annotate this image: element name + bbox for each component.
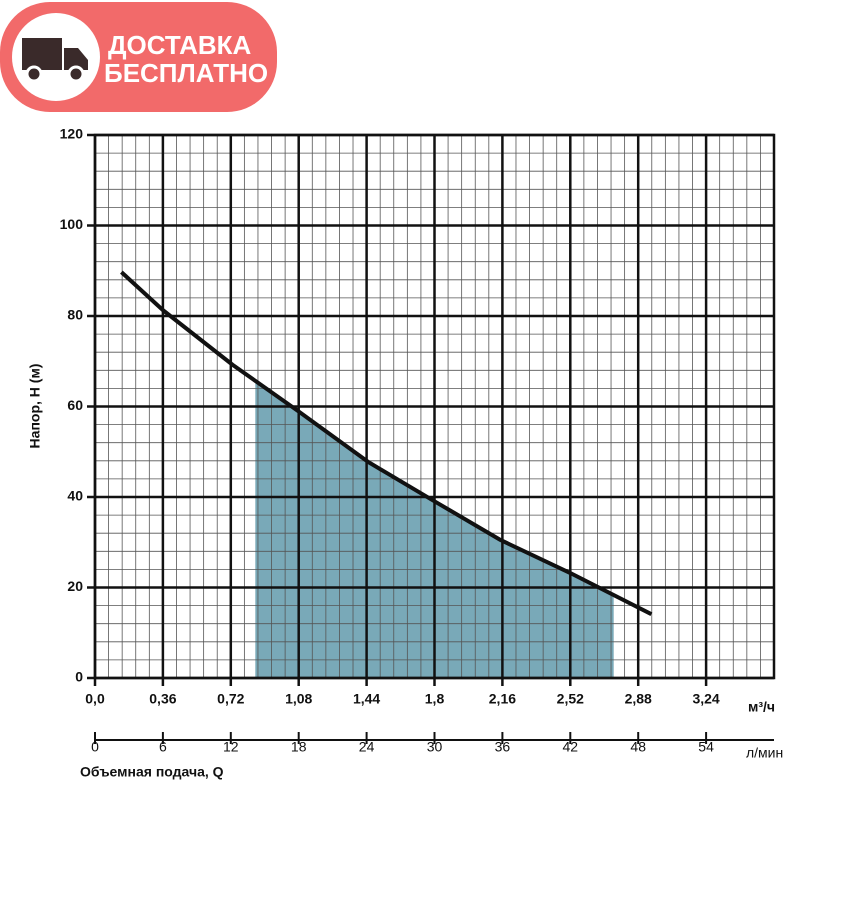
y-tick-label: 20 xyxy=(67,578,83,594)
x-tick-label: 1,8 xyxy=(425,691,445,707)
x-tick-label: 0,0 xyxy=(85,691,105,707)
x2-tick-label: 42 xyxy=(563,739,579,755)
y-tick-label: 60 xyxy=(67,397,83,413)
x2-tick-label: 0 xyxy=(91,739,99,755)
plot-border xyxy=(93,133,776,680)
truck-icon xyxy=(22,38,88,83)
x2-tick-label: 36 xyxy=(495,739,511,755)
x-tick-label: 2,52 xyxy=(557,691,584,707)
y-tick-label: 80 xyxy=(67,307,83,323)
y-tick-label: 0 xyxy=(75,669,83,685)
x-tick-label: 3,24 xyxy=(692,691,719,707)
badge-line1: ДОСТАВКА xyxy=(108,30,252,60)
y-tick-label: 100 xyxy=(60,216,84,232)
x2-unit: л/мин xyxy=(746,745,783,761)
curve xyxy=(120,270,653,616)
x2-tick-label: 24 xyxy=(359,739,375,755)
x2-tick-label: 18 xyxy=(291,739,307,755)
x-tick-label: 1,08 xyxy=(285,691,312,707)
x-tick-label: 0,72 xyxy=(217,691,244,707)
badge: ДОСТАВКА БЕСПЛАТНО xyxy=(0,2,277,112)
y-axis-label: Напор, Н (м) xyxy=(27,364,43,449)
x-tick-label: 2,16 xyxy=(489,691,516,707)
x2-tick-label: 12 xyxy=(223,739,239,755)
x2-tick-label: 30 xyxy=(427,739,443,755)
x2-tick-label: 6 xyxy=(159,739,167,755)
x-tick-label: 1,44 xyxy=(353,691,380,707)
y-tick-label: 40 xyxy=(67,488,83,504)
y-tick-label: 120 xyxy=(60,126,84,142)
x-axis-label: Объемная подача, Q xyxy=(80,764,224,780)
x-tick-label: 0,36 xyxy=(149,691,176,707)
x2-tick-label: 48 xyxy=(630,739,646,755)
x-unit: м³/ч xyxy=(748,699,775,715)
x-tick-label: 2,88 xyxy=(625,691,652,707)
badge-line2: БЕСПЛАТНО xyxy=(104,58,268,88)
x2-tick-label: 54 xyxy=(698,739,714,755)
